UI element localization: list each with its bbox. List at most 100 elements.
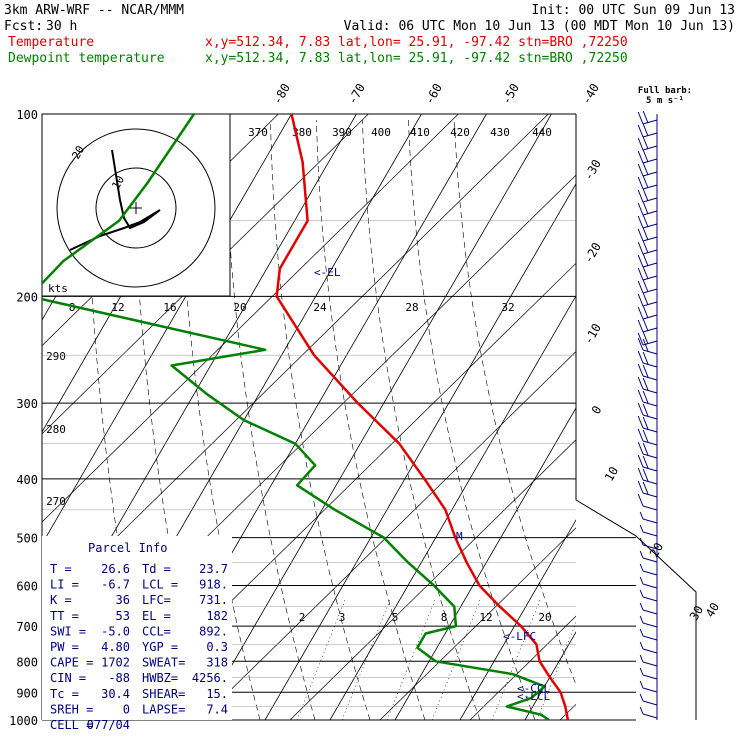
wind-barb-flag	[642, 123, 649, 137]
wind-barb-flag	[642, 227, 649, 241]
wind-barb-flag	[637, 480, 644, 494]
isotherm-label: -40	[579, 81, 602, 107]
wind-barb	[642, 236, 658, 242]
wind-barb-flag	[637, 267, 644, 281]
wind-barb-flag	[642, 351, 649, 365]
wind-barb-flag	[642, 266, 649, 280]
wind-barb	[642, 314, 658, 320]
wind-barb	[642, 661, 658, 667]
hodo-speed-label: 20	[233, 301, 246, 314]
wind-barb-flag	[637, 319, 644, 333]
wind-barb-flag	[637, 163, 644, 177]
parcel-info-cell: 30.4	[101, 687, 130, 701]
legend-dewpoint-info: x,y=512.34, 7.83 lat,lon= 25.91, -97.42 …	[205, 51, 628, 66]
dewpoint-line	[42, 114, 550, 720]
hodo-speed-label: 8	[69, 301, 76, 314]
hodo-speed-label: 32	[501, 301, 514, 314]
isotherm-label: 40	[703, 600, 722, 620]
wind-barb-flag	[642, 390, 649, 404]
wind-barb	[642, 557, 658, 563]
isotherm-line	[590, 114, 740, 720]
wind-barb-flag	[642, 377, 649, 391]
parcel-info-cell: CCL=	[142, 624, 171, 638]
wind-barb-flag	[642, 416, 649, 430]
dry-adiabat-line	[42, 114, 369, 435]
wind-barb	[642, 132, 658, 138]
sounding-annotation: <-LFC	[503, 630, 536, 643]
parcel-info-cell: LAPSE=	[142, 702, 185, 716]
hodo-units-label: kts	[48, 282, 68, 295]
wind-barb-flag	[637, 350, 644, 364]
valid-time: Valid: 06 UTC Mon 10 Jun 13 (00 MDT Mon …	[344, 19, 735, 34]
wind-barb-flag	[637, 493, 644, 507]
wind-barb	[642, 301, 658, 307]
wind-barb-flag	[639, 615, 644, 624]
wind-barb	[642, 171, 658, 177]
forecast-hour: 30 h	[46, 19, 77, 34]
isotherm-label: -10	[581, 321, 604, 347]
parcel-info-cell: 53	[116, 609, 130, 623]
wind-barb-flag	[639, 602, 644, 611]
isotherm-line	[459, 519, 576, 720]
wind-barb	[642, 184, 658, 190]
wind-barb-flag	[639, 511, 644, 520]
parcel-info-cell: -88	[108, 671, 130, 685]
wind-barb-flag	[639, 680, 644, 689]
wind-barb	[642, 622, 658, 628]
wind-barb-flag	[639, 654, 644, 663]
sounding-annotation: <-LCL	[517, 690, 550, 703]
wind-barb	[642, 440, 658, 446]
wind-barb-flag	[642, 481, 649, 495]
theta-label: 400	[371, 126, 391, 139]
wind-barb	[642, 414, 658, 420]
parcel-info-cell: K =	[50, 593, 72, 607]
wind-barb-flag	[642, 175, 649, 189]
parcel-info-cell: CAPE =	[50, 656, 93, 670]
wind-barb-flag	[642, 429, 649, 443]
wind-barb-flag	[637, 228, 644, 242]
wind-barb-flag	[637, 293, 644, 307]
wind-barb-flag	[642, 188, 649, 202]
mixing-ratio-line	[536, 621, 576, 720]
moist-adiabat-line	[316, 119, 426, 720]
wind-barb-flag	[637, 389, 644, 403]
wind-barb-flag	[639, 537, 644, 546]
wind-barb	[642, 349, 658, 355]
dry-adiabat-line	[199, 351, 576, 720]
wind-barb-flag	[639, 563, 644, 572]
wind-barb	[642, 375, 658, 381]
dry-adiabat-line	[650, 112, 740, 720]
parcel-info-cell: PW =	[50, 640, 79, 654]
wind-barb-flag	[637, 280, 644, 294]
hodograph: 10 20	[41, 113, 231, 297]
hodo-speed-label: 24	[313, 301, 327, 314]
wind-barb	[642, 327, 658, 333]
parcel-info-cell: SREH =	[50, 702, 93, 716]
parcel-info-cell: 077/04	[87, 718, 130, 732]
wind-barb	[642, 687, 658, 693]
wind-barb	[642, 609, 658, 615]
wind-barb-flag	[639, 641, 644, 650]
pressure-label: 300	[16, 397, 38, 411]
parcel-info-cell: LFC=	[142, 593, 171, 607]
wind-barb-flag	[637, 441, 644, 455]
moist-adiabat-line	[454, 119, 576, 686]
hodo-ring-label-10: 10	[109, 174, 127, 192]
parcel-info-cell: SWEAT=	[142, 656, 185, 670]
forecast-label: Fcst:	[4, 19, 43, 34]
hodo-ring-outer	[56, 128, 216, 288]
wind-barb-flag	[637, 402, 644, 416]
mixing-ratio-label: 12	[479, 611, 492, 624]
wind-barb-flag	[642, 318, 649, 332]
wind-barb	[642, 713, 658, 719]
legend-temperature-info: x,y=512.34, 7.83 lat,lon= 25.91, -97.42 …	[205, 35, 628, 50]
isotherm-line	[655, 114, 740, 720]
parcel-info-cell: SWI =	[50, 624, 86, 638]
wind-barb-flag	[642, 253, 649, 267]
wind-barb-flag	[642, 240, 649, 254]
wind-barb-flag	[637, 189, 644, 203]
sounding-annotation: <-CCL	[517, 682, 550, 695]
mixing-ratio-label: 20	[538, 611, 551, 624]
mixing-ratio-line	[296, 599, 346, 720]
wind-barb	[642, 210, 658, 216]
